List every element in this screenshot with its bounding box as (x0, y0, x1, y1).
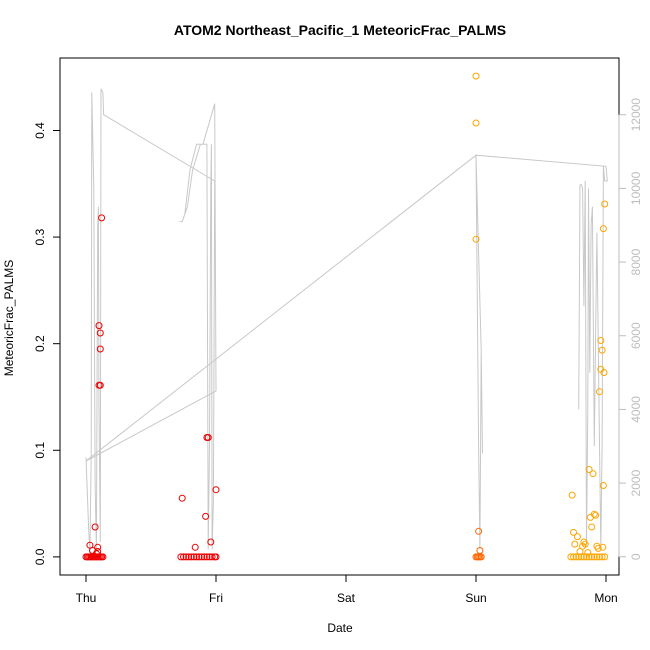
data-point (96, 345, 104, 353)
y-tick-label: 0.2 (33, 335, 47, 352)
data-point (193, 553, 200, 561)
y2-tick-label: 8000 (629, 248, 643, 275)
data-point (594, 544, 602, 552)
data-point (590, 510, 598, 518)
y2-tick-label: 0 (629, 553, 643, 560)
data-point (584, 549, 592, 557)
data-point (472, 72, 480, 80)
y2-tick-label: 6000 (629, 322, 643, 349)
data-point (567, 553, 575, 561)
y-tick-label: 0.4 (33, 122, 47, 139)
data-point (599, 225, 607, 233)
data-point (570, 528, 577, 536)
data-point (592, 511, 600, 519)
data-point (472, 119, 480, 127)
points-group (82, 72, 609, 561)
data-point (477, 553, 485, 561)
data-point (581, 540, 589, 548)
data-point (92, 550, 100, 558)
data-point (601, 200, 609, 208)
data-point (200, 553, 208, 561)
y2-tick-label: 12000 (629, 98, 643, 132)
data-point (585, 466, 593, 473)
data-point (597, 365, 605, 373)
data-point (208, 553, 216, 561)
y2-axis: 0 2000 4000 6000 8000 10000 12000 (618, 98, 643, 560)
data-point (204, 434, 212, 441)
data-point (195, 553, 203, 561)
y-tick-label: 0.1 (33, 442, 47, 459)
data-point (99, 553, 107, 561)
data-point (598, 553, 606, 561)
data-point (570, 553, 577, 561)
data-point (599, 543, 607, 551)
data-point (476, 547, 484, 554)
data-point (598, 346, 606, 354)
data-point (585, 553, 593, 561)
data-point (596, 388, 603, 396)
y2-tick-label: 4000 (629, 396, 643, 423)
data-point (589, 470, 597, 478)
data-point (475, 527, 483, 535)
x-tick-label: Thu (76, 591, 97, 605)
x-tick-label: Fri (209, 591, 223, 605)
data-point (203, 553, 211, 561)
y2-tick-label: 2000 (629, 469, 643, 496)
data-point (212, 553, 220, 561)
data-point (588, 553, 596, 561)
x-tick-label: Sat (337, 591, 356, 605)
chart-title: ATOM2 Northeast_Pacific_1 MeteoricFrac_P… (174, 22, 506, 38)
data-point (590, 553, 598, 561)
data-point (96, 381, 104, 389)
altitude-line (85, 88, 608, 554)
data-point (596, 553, 603, 561)
data-point (572, 553, 580, 561)
data-point (571, 540, 579, 548)
data-point (95, 322, 103, 330)
y-axis: 0.0 0.1 0.2 0.3 0.4 (33, 122, 61, 565)
data-point (98, 214, 106, 222)
data-point (91, 523, 99, 531)
data-point (182, 553, 190, 561)
data-point (212, 486, 220, 494)
y-axis-label: MeteoricFrac_PALMS (2, 260, 16, 376)
x-tick-label: Sun (465, 591, 486, 605)
data-point (580, 553, 588, 561)
data-point (601, 553, 609, 561)
y-tick-label: 0.3 (33, 228, 47, 245)
data-point (573, 533, 581, 541)
y2-tick-label: 10000 (629, 171, 643, 205)
data-point (96, 329, 104, 337)
data-point (599, 482, 607, 489)
data-point (191, 543, 199, 551)
data-point (583, 553, 590, 561)
data-point (207, 538, 215, 546)
data-point (472, 235, 480, 243)
data-point (597, 337, 605, 344)
altitude-line-group (85, 88, 608, 554)
data-point (94, 543, 102, 551)
data-point (588, 523, 596, 531)
plot-frame (59, 57, 620, 576)
data-point (593, 553, 601, 561)
x-tick-label: Mon (594, 591, 617, 605)
data-point (180, 553, 187, 561)
y-tick-label: 0.0 (33, 548, 47, 565)
data-point (177, 553, 185, 561)
data-point (198, 553, 206, 561)
data-point (190, 553, 198, 561)
data-point (185, 553, 193, 561)
x-axis-label: Date (327, 621, 353, 635)
x-axis: Thu Fri Sat Sun Mon (76, 574, 618, 605)
data-point (202, 512, 210, 520)
data-point (568, 491, 576, 499)
data-point (178, 494, 186, 502)
data-point (187, 553, 195, 561)
